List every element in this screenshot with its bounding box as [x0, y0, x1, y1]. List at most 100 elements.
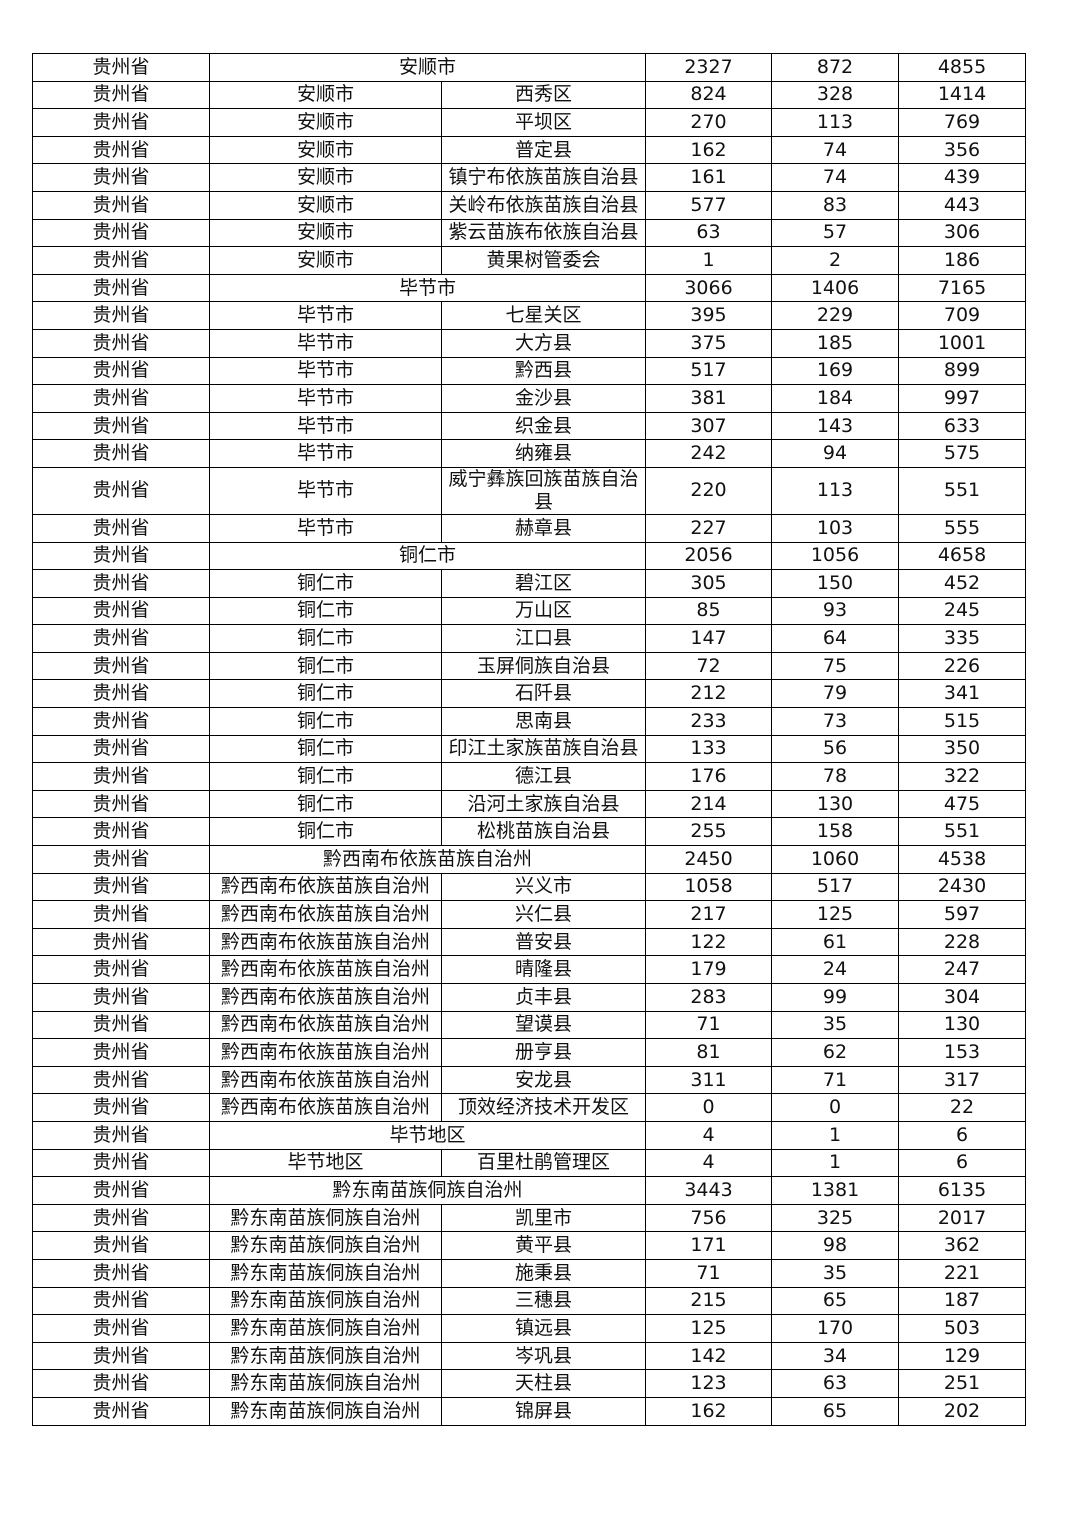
- value-a-cell: 176: [645, 762, 773, 791]
- value-b-cell: 24: [771, 955, 900, 984]
- value-b-cell: 1: [771, 1148, 900, 1178]
- value-b-cell: 0: [771, 1093, 900, 1122]
- table-row: 贵州省 黔东南苗族侗族自治州 锦屏县 162 65 202: [32, 1396, 1027, 1426]
- province-cell: 贵州省: [32, 734, 210, 764]
- value-b-cell: 62: [771, 1038, 900, 1067]
- city-cell: 毕节地区: [208, 1120, 647, 1150]
- value-a-cell: 142: [645, 1341, 773, 1371]
- city-cell: 黔西南布依族苗族自治州: [209, 1093, 442, 1122]
- county-cell: 岑巩县: [440, 1341, 647, 1371]
- value-b-cell: 63: [771, 1369, 900, 1398]
- value-a-cell: 517: [645, 356, 773, 386]
- value-c-cell: 551: [898, 817, 1027, 847]
- table-row: 贵州省 黔西南布依族苗族自治州 晴隆县 179 24 247: [32, 955, 1027, 984]
- county-cell: 关岭布依族苗族自治县: [440, 190, 647, 220]
- county-cell: 大方县: [440, 328, 647, 358]
- city-cell: 毕节市: [209, 384, 442, 413]
- value-b-cell: 1060: [771, 845, 900, 874]
- province-cell: 贵州省: [32, 789, 210, 819]
- county-cell: 施秉县: [440, 1258, 647, 1288]
- county-cell: 石阡县: [440, 679, 647, 709]
- county-cell: 顶效经济技术开发区: [440, 1093, 647, 1122]
- value-c-cell: 247: [898, 955, 1027, 984]
- province-cell: 贵州省: [32, 651, 210, 681]
- value-a-cell: 4: [645, 1148, 773, 1178]
- value-c-cell: 251: [898, 1369, 1027, 1398]
- value-a-cell: 122: [645, 927, 773, 957]
- table-row: 贵州省 黔西南布依族苗族自治州 2450 1060 4538: [32, 845, 1027, 874]
- province-cell: 贵州省: [32, 1258, 210, 1288]
- table-row: 贵州省 安顺市 关岭布依族苗族自治县 577 83 443: [32, 190, 1027, 220]
- value-c-cell: 335: [898, 624, 1027, 653]
- province-cell: 贵州省: [32, 1120, 210, 1150]
- value-b-cell: 872: [771, 53, 900, 82]
- value-a-cell: 220: [645, 466, 773, 515]
- value-b-cell: 150: [771, 569, 900, 598]
- value-a-cell: 71: [645, 1010, 773, 1040]
- province-cell: 贵州省: [32, 1286, 210, 1316]
- county-cell: 册亨县: [440, 1038, 647, 1067]
- county-cell: 凯里市: [440, 1203, 647, 1233]
- value-c-cell: 551: [898, 466, 1027, 515]
- city-cell: 安顺市: [209, 218, 442, 248]
- value-b-cell: 103: [771, 513, 900, 543]
- value-a-cell: 756: [645, 1203, 773, 1233]
- value-a-cell: 217: [645, 900, 773, 929]
- value-a-cell: 72: [645, 651, 773, 681]
- city-cell: 黔东南苗族侗族自治州: [208, 1176, 647, 1205]
- county-cell: 黔西县: [440, 356, 647, 386]
- county-cell: 思南县: [440, 707, 647, 736]
- value-c-cell: 2017: [898, 1203, 1027, 1233]
- province-cell: 贵州省: [32, 1010, 210, 1040]
- value-c-cell: 597: [898, 900, 1027, 929]
- province-cell: 贵州省: [32, 679, 210, 709]
- table-row: 贵州省 黔东南苗族侗族自治州 镇远县 125 170 503: [32, 1314, 1027, 1343]
- value-c-cell: 1001: [898, 328, 1027, 358]
- value-b-cell: 75: [771, 651, 900, 681]
- value-b-cell: 328: [771, 80, 900, 110]
- city-cell: 黔东南苗族侗族自治州: [209, 1341, 442, 1371]
- province-cell: 贵州省: [32, 513, 210, 543]
- value-c-cell: 341: [898, 679, 1027, 709]
- value-b-cell: 185: [771, 328, 900, 358]
- county-cell: 平坝区: [440, 108, 647, 137]
- value-a-cell: 125: [645, 1314, 773, 1343]
- value-a-cell: 242: [645, 439, 773, 468]
- value-c-cell: 452: [898, 569, 1027, 598]
- province-cell: 贵州省: [32, 439, 210, 468]
- county-cell: 印江土家族苗族自治县: [440, 734, 647, 764]
- county-cell: 紫云苗族布依族自治县: [440, 218, 647, 248]
- value-b-cell: 143: [771, 411, 900, 441]
- value-b-cell: 94: [771, 439, 900, 468]
- value-a-cell: 161: [645, 163, 773, 192]
- table-row: 贵州省 毕节市 黔西县 517 169 899: [32, 356, 1027, 386]
- value-a-cell: 283: [645, 983, 773, 1012]
- county-cell: 镇远县: [440, 1314, 647, 1343]
- province-cell: 贵州省: [32, 569, 210, 598]
- county-cell: 沿河土家族自治县: [440, 789, 647, 819]
- value-a-cell: 4: [645, 1120, 773, 1150]
- city-cell: 毕节市: [209, 301, 442, 330]
- table-row: 贵州省 黔东南苗族侗族自治州 黄平县 171 98 362: [32, 1231, 1027, 1260]
- value-b-cell: 2: [771, 246, 900, 275]
- city-cell: 毕节市: [209, 466, 442, 515]
- city-cell: 安顺市: [209, 135, 442, 165]
- city-cell: 黔西南布依族苗族自治州: [209, 872, 442, 902]
- value-c-cell: 475: [898, 789, 1027, 819]
- table-row: 贵州省 毕节市 织金县 307 143 633: [32, 411, 1027, 441]
- county-cell: 百里杜鹃管理区: [440, 1148, 647, 1178]
- table-row: 贵州省 黔西南布依族苗族自治州 顶效经济技术开发区 0 0 22: [32, 1093, 1027, 1122]
- value-a-cell: 375: [645, 328, 773, 358]
- table-row: 贵州省 黔东南苗族侗族自治州 岑巩县 142 34 129: [32, 1341, 1027, 1371]
- city-cell: 铜仁市: [209, 734, 442, 764]
- value-a-cell: 63: [645, 218, 773, 248]
- county-cell: 望谟县: [440, 1010, 647, 1040]
- value-b-cell: 65: [771, 1286, 900, 1316]
- table-row: 贵州省 安顺市 2327 872 4855: [32, 53, 1027, 82]
- value-a-cell: 133: [645, 734, 773, 764]
- table-row: 贵州省 毕节地区 百里杜鹃管理区 4 1 6: [32, 1148, 1027, 1178]
- value-b-cell: 113: [771, 466, 900, 515]
- table-row: 贵州省 毕节市 大方县 375 185 1001: [32, 328, 1027, 358]
- table-row: 贵州省 黔西南布依族苗族自治州 册亨县 81 62 153: [32, 1038, 1027, 1067]
- province-cell: 贵州省: [32, 273, 210, 303]
